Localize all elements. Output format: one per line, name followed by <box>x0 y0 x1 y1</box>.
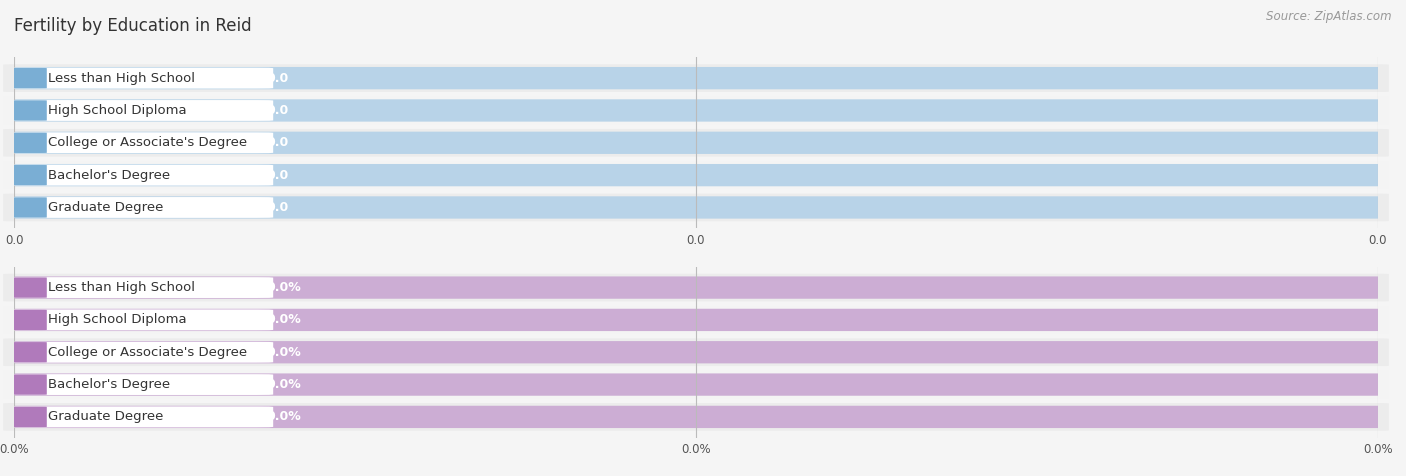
FancyBboxPatch shape <box>11 100 46 120</box>
Text: 0.0%: 0.0% <box>266 410 301 424</box>
FancyBboxPatch shape <box>1 132 273 153</box>
Text: Less than High School: Less than High School <box>48 281 195 294</box>
FancyBboxPatch shape <box>3 161 1389 189</box>
Text: High School Diploma: High School Diploma <box>48 313 187 327</box>
FancyBboxPatch shape <box>10 196 1382 218</box>
FancyBboxPatch shape <box>3 97 1389 124</box>
FancyBboxPatch shape <box>1 277 273 298</box>
FancyBboxPatch shape <box>1 342 273 363</box>
FancyBboxPatch shape <box>3 403 1389 431</box>
FancyBboxPatch shape <box>10 132 1382 154</box>
FancyBboxPatch shape <box>11 310 46 330</box>
FancyBboxPatch shape <box>10 277 1382 299</box>
FancyBboxPatch shape <box>11 68 46 89</box>
Text: 0.0: 0.0 <box>266 136 288 149</box>
Text: Source: ZipAtlas.com: Source: ZipAtlas.com <box>1267 10 1392 23</box>
FancyBboxPatch shape <box>11 165 46 185</box>
Text: Less than High School: Less than High School <box>48 71 195 85</box>
FancyBboxPatch shape <box>3 371 1389 398</box>
Text: 0.0%: 0.0% <box>266 378 301 391</box>
FancyBboxPatch shape <box>10 67 1382 89</box>
FancyBboxPatch shape <box>10 309 1382 331</box>
FancyBboxPatch shape <box>11 197 46 218</box>
FancyBboxPatch shape <box>10 164 1382 186</box>
FancyBboxPatch shape <box>11 342 46 362</box>
FancyBboxPatch shape <box>11 278 46 298</box>
FancyBboxPatch shape <box>1 407 273 427</box>
FancyBboxPatch shape <box>1 100 273 121</box>
Text: College or Associate's Degree: College or Associate's Degree <box>48 136 247 149</box>
FancyBboxPatch shape <box>3 129 1389 157</box>
Text: Graduate Degree: Graduate Degree <box>48 201 163 214</box>
Text: High School Diploma: High School Diploma <box>48 104 187 117</box>
FancyBboxPatch shape <box>1 374 273 395</box>
Text: 0.0%: 0.0% <box>266 313 301 327</box>
Text: 0.0: 0.0 <box>266 71 288 85</box>
FancyBboxPatch shape <box>1 309 273 330</box>
Text: Graduate Degree: Graduate Degree <box>48 410 163 424</box>
FancyBboxPatch shape <box>3 274 1389 301</box>
FancyBboxPatch shape <box>11 407 46 427</box>
Text: 0.0%: 0.0% <box>266 281 301 294</box>
Text: Fertility by Education in Reid: Fertility by Education in Reid <box>14 17 252 35</box>
FancyBboxPatch shape <box>3 194 1389 221</box>
Text: College or Associate's Degree: College or Associate's Degree <box>48 346 247 359</box>
Text: Bachelor's Degree: Bachelor's Degree <box>48 169 170 182</box>
FancyBboxPatch shape <box>10 373 1382 396</box>
Text: 0.0: 0.0 <box>266 104 288 117</box>
FancyBboxPatch shape <box>1 197 273 218</box>
FancyBboxPatch shape <box>3 64 1389 92</box>
Text: 0.0: 0.0 <box>266 169 288 182</box>
Text: 0.0%: 0.0% <box>266 346 301 359</box>
FancyBboxPatch shape <box>3 338 1389 366</box>
FancyBboxPatch shape <box>1 165 273 186</box>
Text: Bachelor's Degree: Bachelor's Degree <box>48 378 170 391</box>
FancyBboxPatch shape <box>3 306 1389 334</box>
FancyBboxPatch shape <box>11 375 46 395</box>
FancyBboxPatch shape <box>11 133 46 153</box>
FancyBboxPatch shape <box>1 68 273 89</box>
FancyBboxPatch shape <box>10 406 1382 428</box>
FancyBboxPatch shape <box>10 341 1382 363</box>
Text: 0.0: 0.0 <box>266 201 288 214</box>
FancyBboxPatch shape <box>10 99 1382 122</box>
